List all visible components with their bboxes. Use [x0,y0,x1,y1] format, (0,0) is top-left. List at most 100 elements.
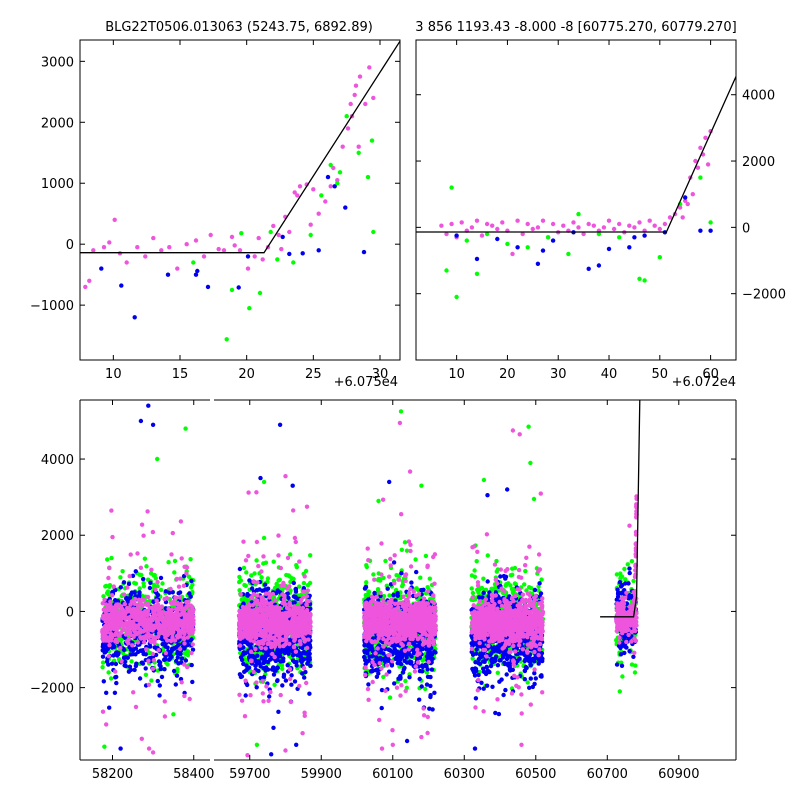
data-point-pink [280,611,285,617]
data-point-blue [123,663,128,669]
data-point-green [257,290,263,296]
data-point-pink [135,640,141,645]
data-point-pink [101,245,107,250]
data-point-pink [137,622,142,627]
data-point-pink [150,529,156,535]
data-point-pink [243,614,248,619]
data-point-green [308,232,313,238]
data-point-pink [530,226,535,232]
data-point-blue [297,651,303,656]
data-point-pink [168,638,174,644]
data-point-green [106,670,111,675]
data-point-blue [101,679,107,684]
data-point-pink [177,646,183,652]
data-point-pink [683,198,688,203]
data-point-pink [191,627,196,633]
data-point-pink [299,597,304,602]
data-point-green [224,337,229,342]
data-point-pink [270,651,275,657]
data-point-pink [652,223,657,228]
data-point-pink [308,630,313,635]
data-point-green [617,235,622,240]
data-point-blue [606,246,612,252]
data-point-pink [515,218,520,223]
data-point-pink [179,680,184,685]
data-point-pink [266,698,271,703]
data-point-pink [267,592,272,597]
data-point-blue [178,660,184,665]
data-point-pink [178,519,184,524]
data-point-pink [301,666,307,671]
data-point-pink [311,187,316,192]
data-point-blue [454,233,459,238]
data-point-pink [146,682,152,687]
data-point-pink [308,620,313,625]
data-point-pink [161,624,166,630]
data-point-pink [352,92,357,98]
data-point-green [381,593,387,599]
data-point-green [291,260,296,265]
data-point-pink [185,635,190,640]
data-point-blue [292,679,298,684]
data-point-blue [165,272,171,277]
data-point-pink [243,558,249,563]
data-point-blue [280,683,285,688]
data-point-blue [294,663,299,668]
data-point-blue [122,659,128,665]
data-point-pink [301,589,306,594]
y-tick-label: 4000 [742,89,775,104]
data-point-blue [289,673,294,678]
x-tick-label: 20 [499,367,516,382]
data-point-pink [128,630,133,635]
data-point-pink [166,621,171,627]
data-point-blue [308,663,313,668]
data-point-blue [407,675,412,680]
x-tick-label: 50 [652,367,669,382]
data-point-pink [242,714,248,719]
data-point-pink [176,584,182,589]
data-point-green [247,306,252,311]
data-point-blue [361,249,367,255]
x-tick-label: 30 [372,367,389,382]
data-point-green [149,678,154,683]
data-point-pink [208,232,213,238]
data-point-green [303,568,309,574]
data-point-pink [257,601,262,607]
data-point-green [151,582,157,587]
data-point-green [280,666,285,671]
data-point-green [143,672,149,677]
data-point-pink [173,595,178,600]
data-point-green [242,582,247,588]
data-point-blue [245,254,251,259]
data-point-pink [698,145,703,150]
axes-frame [415,39,737,361]
data-point-pink [173,602,179,607]
data-point-pink [244,605,249,611]
data-point-green [375,587,381,592]
data-point-pink [248,595,254,601]
data-point-blue [121,580,127,585]
data-point-pink [91,248,96,253]
data-point-blue [137,590,142,595]
data-point-blue [157,683,162,688]
data-point-green [108,676,114,681]
data-point-pink [155,579,160,585]
data-point-blue [316,248,321,253]
data-point-blue [123,655,128,660]
y-tick-label: −2000 [742,288,786,303]
data-point-pink [167,245,172,250]
data-point-pink [145,618,151,624]
data-point-pink [284,638,289,644]
data-point-pink [331,165,336,171]
data-point-blue [391,560,397,565]
data-point-pink [162,714,168,719]
data-point-pink [237,620,242,625]
data-point-blue [291,580,296,586]
data-point-blue [189,637,194,642]
data-point-pink [145,509,150,514]
data-point-green [413,557,418,562]
data-point-pink [677,205,683,210]
data-point-blue [190,679,195,685]
data-point-pink [260,691,265,696]
data-point-pink [248,658,254,663]
